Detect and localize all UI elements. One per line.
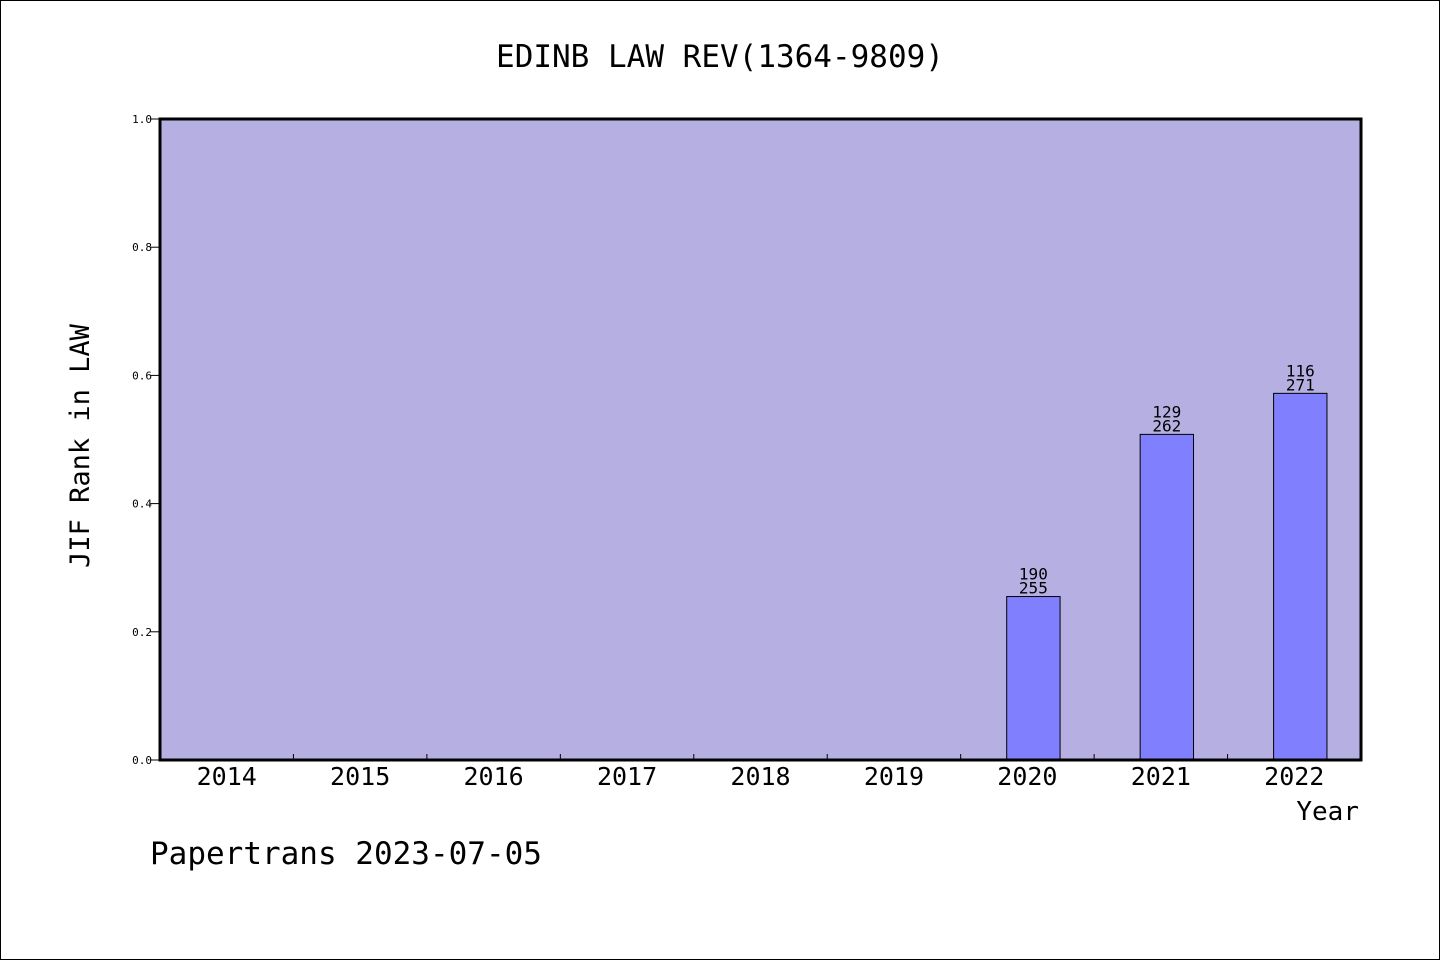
chart-title: EDINB LAW REV(1364-9809) bbox=[496, 39, 944, 75]
x-tick-label-2019: 2019 bbox=[864, 762, 924, 791]
x-tick-label-2020: 2020 bbox=[997, 762, 1057, 791]
bar-2021 bbox=[1139, 433, 1195, 761]
bar-2020 bbox=[1006, 596, 1061, 761]
y-tick-label-0.6: 0.6 bbox=[132, 369, 152, 382]
bar-label-bottom-2022: 271 bbox=[1286, 375, 1315, 394]
x-tick-label-2015: 2015 bbox=[330, 762, 390, 791]
bar-label-top-2021: 129 bbox=[1152, 402, 1181, 421]
bar-label-top-2022: 116 bbox=[1286, 361, 1315, 380]
footer-text: Papertrans 2023-07-05 bbox=[150, 836, 542, 872]
x-tick-label-2021: 2021 bbox=[1131, 762, 1191, 791]
y-tick-label-0.0: 0.0 bbox=[132, 754, 152, 767]
y-axis-label: JIF Rank in LAW bbox=[65, 323, 96, 568]
x-tick-label-2017: 2017 bbox=[597, 762, 657, 791]
x-tick-label-2022: 2022 bbox=[1264, 762, 1324, 791]
bar-label-bottom-2021: 262 bbox=[1152, 416, 1181, 435]
y-tick-label-0.4: 0.4 bbox=[132, 498, 152, 511]
bar-label-bottom-2020: 255 bbox=[1019, 579, 1048, 598]
bar-2022 bbox=[1273, 392, 1328, 761]
bar-label-top-2020: 190 bbox=[1019, 565, 1048, 584]
plot-border bbox=[158, 117, 1363, 762]
x-tick-label-2018: 2018 bbox=[730, 762, 790, 791]
x-axis-label: Year bbox=[1296, 797, 1359, 827]
x-tick-label-2014: 2014 bbox=[197, 762, 257, 791]
y-tick-label-0.2: 0.2 bbox=[132, 626, 152, 639]
y-tick-label-1.0: 1.0 bbox=[132, 113, 152, 126]
x-tick-label-2016: 2016 bbox=[464, 762, 524, 791]
y-tick-label-0.8: 0.8 bbox=[132, 241, 152, 254]
